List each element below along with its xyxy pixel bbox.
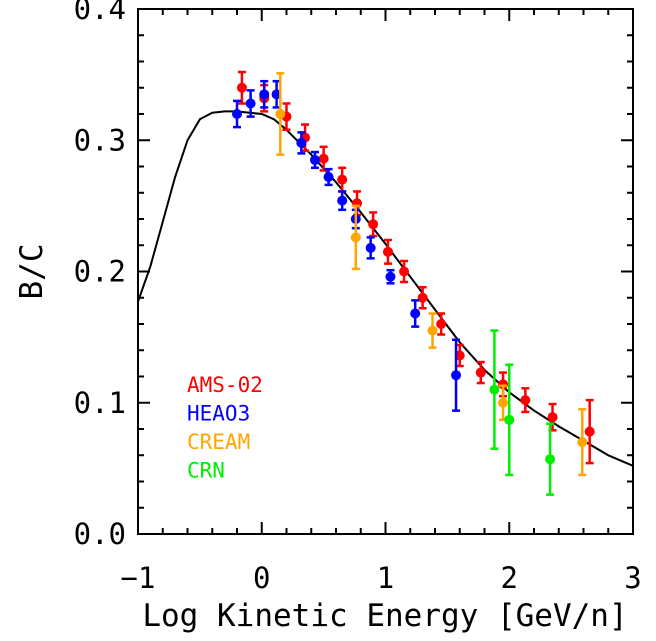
legend-entry-cream: CREAM	[187, 430, 250, 454]
data-marker	[399, 266, 410, 277]
ams-02-point	[547, 402, 558, 432]
cream-point	[350, 204, 361, 271]
data-marker	[577, 437, 588, 448]
y-axis-label: B/C	[14, 244, 50, 300]
crn-point	[545, 422, 556, 496]
heao3-point	[365, 236, 376, 260]
data-marker	[350, 232, 361, 243]
heao3-point	[451, 338, 462, 412]
x-tick-label: −1	[121, 561, 156, 595]
data-marker	[427, 325, 438, 336]
ams-02-point	[318, 145, 329, 172]
ams-02-point	[337, 166, 348, 193]
data-marker	[232, 109, 242, 119]
crn-point	[489, 329, 500, 450]
data-marker	[368, 219, 379, 230]
data-marker	[309, 154, 320, 165]
y-tick-label: 0.1	[74, 386, 126, 420]
legend-entry-heao3: HEAO3	[187, 402, 250, 426]
y-tick-label: 0.4	[74, 0, 126, 26]
data-marker	[547, 412, 558, 423]
heao3-point	[296, 131, 307, 155]
ams-02-point	[382, 238, 393, 265]
data-marker	[245, 98, 256, 109]
ams-02-point	[520, 387, 531, 414]
cream-point	[498, 384, 509, 422]
data-marker	[410, 308, 421, 319]
heao3-point	[337, 190, 348, 212]
y-tick-label: 0.0	[74, 517, 126, 551]
ams-02-point	[399, 259, 410, 284]
heao3-point	[232, 99, 242, 129]
data-marker	[385, 271, 396, 282]
heao3-point	[309, 150, 320, 170]
data-marker	[520, 395, 531, 406]
data-marker	[504, 414, 515, 425]
cream-point	[577, 408, 588, 477]
plot-frame	[137, 8, 634, 535]
data-marker	[318, 153, 329, 164]
data-marker	[337, 174, 348, 185]
data-marker	[417, 292, 428, 303]
data-marker	[323, 172, 334, 182]
data-marker	[475, 367, 486, 378]
ams-02-point	[368, 211, 379, 238]
data-marker	[382, 246, 393, 257]
data-marker	[451, 370, 462, 381]
heao3-point	[245, 89, 256, 118]
data-marker	[498, 397, 509, 408]
data-marker	[436, 319, 447, 329]
data-marker	[296, 137, 307, 148]
cream-point	[427, 312, 438, 349]
legend-entry-ams-02: AMS-02	[187, 373, 263, 397]
data-marker	[337, 195, 348, 206]
heao3-point	[323, 167, 334, 187]
x-tick-label: 0	[253, 561, 270, 595]
x-axis-label: Log Kinetic Energy [GeV/n]	[142, 598, 627, 634]
data-marker	[275, 109, 286, 119]
ams-02-point	[417, 286, 428, 310]
y-tick-label: 0.2	[74, 255, 126, 289]
data-marker	[365, 242, 376, 253]
heao3-point	[259, 79, 270, 109]
heao3-point	[410, 299, 421, 328]
x-tick-label: 2	[501, 561, 518, 595]
data-marker	[545, 454, 556, 465]
data-marker	[259, 89, 270, 100]
x-tick-label: 1	[377, 561, 394, 595]
heao3-point	[385, 268, 396, 285]
data-marker	[584, 426, 595, 437]
legend-entry-crn: CRN	[187, 459, 225, 483]
ams-02-point	[584, 398, 595, 465]
crn-point	[504, 363, 515, 477]
x-tick-label: 3	[624, 561, 641, 595]
ams-02-point	[236, 70, 247, 105]
cream-point	[275, 72, 286, 156]
ams-02-point	[436, 312, 447, 336]
ams-02-point	[475, 360, 486, 385]
y-tick-label: 0.3	[74, 123, 126, 157]
data-marker	[236, 82, 247, 93]
data-marker	[489, 384, 500, 395]
